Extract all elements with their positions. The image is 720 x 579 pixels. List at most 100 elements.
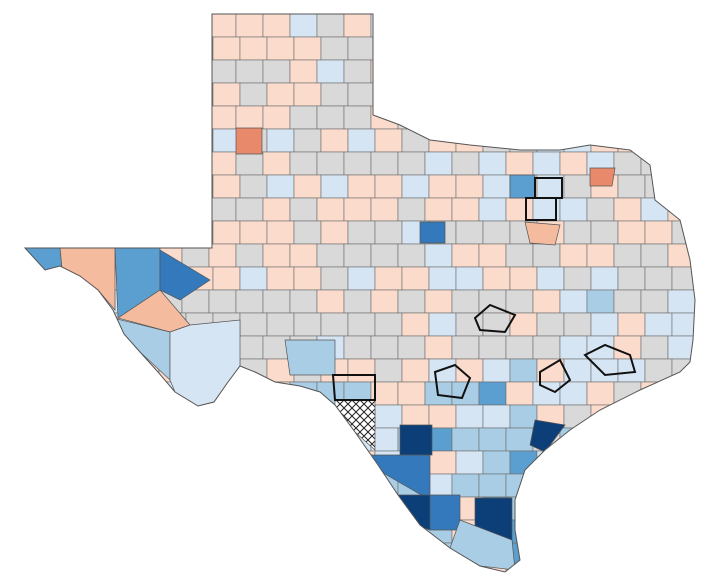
county: [536, 128, 565, 153]
county: [50, 220, 79, 245]
county: [181, 565, 210, 572]
county: [77, 128, 106, 153]
county: [451, 197, 480, 222]
county: [25, 565, 48, 572]
county: [50, 358, 79, 383]
county: [644, 128, 673, 153]
county: [482, 220, 511, 245]
county: [25, 105, 48, 130]
county: [185, 404, 214, 429]
county: [266, 174, 295, 199]
county: [536, 496, 565, 521]
county: [293, 450, 322, 475]
county: [185, 542, 214, 567]
county: [235, 519, 264, 544]
county: [590, 358, 619, 383]
county: [617, 404, 646, 429]
county: [640, 381, 669, 406]
county: [77, 542, 106, 567]
county: [401, 358, 430, 383]
county: [699, 405, 720, 428]
county: [212, 36, 241, 61]
county-zapata: [359, 454, 431, 501]
county: [424, 105, 453, 130]
county: [181, 14, 210, 38]
county: [699, 37, 720, 60]
county: [482, 36, 511, 61]
county: [25, 289, 48, 314]
county: [428, 312, 457, 337]
county: [127, 381, 156, 406]
county: [532, 335, 561, 360]
county: [25, 36, 52, 61]
county-val-verde-outline: [331, 374, 376, 401]
county: [478, 243, 507, 268]
county: [320, 450, 349, 475]
county: [46, 381, 75, 406]
county: [699, 543, 720, 566]
county: [370, 151, 399, 176]
county: [25, 427, 48, 452]
county: [640, 427, 669, 452]
county: [289, 59, 318, 84]
county: [505, 335, 534, 360]
county: [316, 427, 345, 452]
county: [590, 266, 619, 291]
county: [266, 542, 295, 567]
county: [532, 473, 561, 498]
county: [644, 404, 673, 429]
county: [73, 335, 102, 360]
county: [208, 289, 237, 314]
county: [293, 312, 322, 337]
county: [239, 266, 268, 291]
county: [131, 174, 160, 199]
county: [347, 174, 376, 199]
county: [25, 82, 52, 107]
county: [127, 197, 156, 222]
county: [590, 36, 619, 61]
county: [482, 358, 511, 383]
county: [212, 542, 241, 567]
county: [25, 381, 48, 406]
county: [478, 427, 507, 452]
county: [100, 14, 129, 38]
county: [316, 243, 345, 268]
county-tarrant: [419, 221, 446, 244]
county: [316, 565, 345, 572]
county: [451, 427, 480, 452]
county: [455, 82, 484, 107]
county: [617, 542, 646, 567]
county: [104, 404, 133, 429]
county: [451, 14, 480, 38]
county: [185, 128, 214, 153]
county: [127, 519, 156, 544]
county: [401, 312, 430, 337]
county: [374, 542, 403, 567]
county: [505, 151, 534, 176]
county: [77, 312, 106, 337]
county: [667, 59, 695, 84]
county-starr: [394, 494, 431, 531]
county: [50, 312, 79, 337]
county: [50, 404, 79, 429]
county: [131, 36, 160, 61]
county: [208, 197, 237, 222]
county: [401, 82, 430, 107]
county: [100, 381, 129, 406]
county: [536, 82, 565, 107]
county: [50, 174, 79, 199]
county: [46, 105, 75, 130]
county: [428, 174, 457, 199]
county: [451, 289, 480, 314]
county: [559, 243, 588, 268]
county: [100, 151, 129, 176]
county: [25, 473, 48, 498]
county: [104, 450, 133, 475]
county: [532, 243, 561, 268]
county: [455, 266, 484, 291]
county: [478, 105, 507, 130]
county: [73, 289, 102, 314]
county: [127, 14, 156, 38]
county: [158, 220, 187, 245]
